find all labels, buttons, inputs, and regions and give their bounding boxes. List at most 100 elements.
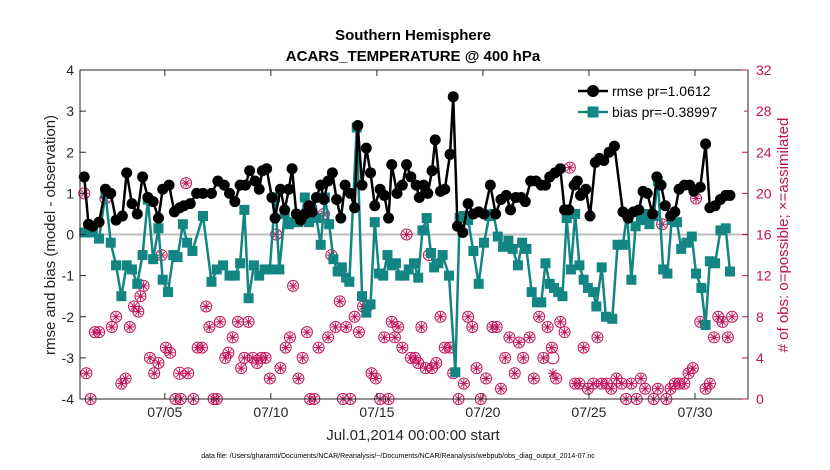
- rmse-point: [669, 206, 681, 218]
- rmse-point: [490, 208, 502, 220]
- rmse-point: [651, 171, 663, 183]
- obs-star-marker: [472, 363, 482, 373]
- obs-possible-marker: [494, 382, 507, 395]
- bias-point: [157, 274, 168, 285]
- obs-possible-marker: [508, 367, 521, 380]
- rmse-point: [239, 179, 251, 191]
- obs-possible-marker: [466, 321, 479, 334]
- bias-point: [503, 235, 514, 246]
- obs-star-marker: [606, 384, 616, 394]
- bias-point: [425, 248, 436, 259]
- obs-star-marker: [149, 368, 159, 378]
- rmse-point: [500, 189, 512, 201]
- obs-star-marker: [298, 353, 308, 363]
- obs-star-marker: [111, 312, 121, 322]
- rmse-point: [339, 179, 351, 191]
- bias-point: [686, 231, 697, 242]
- obs-star-marker: [133, 307, 143, 317]
- obs-star-marker: [341, 322, 351, 332]
- y2-tick-label: 32: [756, 62, 772, 78]
- bias-point: [172, 252, 183, 263]
- bias-point: [540, 258, 551, 269]
- obs-star-marker: [197, 343, 207, 353]
- obs-possible-marker: [287, 279, 300, 292]
- obs-possible-marker: [152, 357, 165, 370]
- bias-point: [390, 258, 401, 269]
- obs-star-marker: [705, 379, 715, 389]
- obs-possible-marker: [164, 346, 177, 359]
- obs-star-marker: [331, 322, 341, 332]
- obs-star-marker: [436, 312, 446, 322]
- obs-star-marker: [727, 312, 737, 322]
- footer-data-file: data file: /Users/gharamti/Documents/NCA…: [201, 453, 595, 460]
- obs-possible-marker: [605, 382, 618, 395]
- obs-star-marker: [427, 363, 437, 373]
- y2-tick-label: 16: [756, 227, 772, 243]
- bias-point: [417, 225, 428, 236]
- rmse-point: [218, 179, 230, 191]
- obs-possible-marker: [554, 315, 567, 328]
- bias-point: [681, 237, 692, 248]
- obs-possible-marker: [279, 341, 292, 354]
- y-tick-label: -2: [62, 309, 75, 325]
- rmse-point: [554, 163, 566, 175]
- bias-point: [126, 264, 137, 275]
- legend: rmse pr=1.0612 bias pr=-0.38997: [572, 78, 744, 124]
- rmse-point: [429, 134, 441, 146]
- x-axis: 07/05 07/10 07/15 07/20 07/25 07/30: [147, 70, 713, 420]
- obs-possible-marker: [686, 362, 699, 375]
- rmse-point: [356, 179, 368, 191]
- bias-point: [409, 258, 419, 269]
- y-tick-label: -3: [62, 350, 75, 366]
- obs-possible-marker: [470, 362, 483, 375]
- obs-possible-marker: [333, 295, 346, 308]
- y2-tick-label: 28: [756, 103, 772, 119]
- obs-possible-marker: [392, 321, 405, 334]
- bias-point: [132, 278, 143, 289]
- obs-possible-marker: [541, 321, 554, 334]
- obs-star-marker: [402, 230, 412, 239]
- obs-star-marker: [504, 332, 514, 342]
- obs-star-marker: [529, 373, 539, 383]
- obs-star-marker: [390, 332, 400, 342]
- obs-star-marker: [459, 379, 469, 389]
- obs-star-marker: [416, 322, 426, 332]
- obs-star-marker: [181, 178, 191, 188]
- obs-possible-marker: [180, 177, 193, 190]
- obs-possible-marker: [242, 315, 255, 328]
- bias-point: [182, 237, 193, 248]
- rmse-point: [269, 212, 281, 224]
- x-tick-label: 07/10: [253, 404, 288, 420]
- obs-star-marker: [107, 322, 117, 332]
- bias-point: [715, 225, 726, 236]
- bias-point: [600, 311, 611, 322]
- obs-possible-marker: [263, 372, 276, 385]
- rmse-point: [383, 212, 395, 224]
- rmse-point: [116, 210, 128, 222]
- obs-star-marker: [265, 373, 275, 383]
- rmse-point: [700, 138, 712, 150]
- bias-point: [254, 270, 265, 281]
- bias-point: [512, 260, 523, 271]
- y2-tick-label: 20: [756, 185, 772, 201]
- rmse-point: [647, 208, 659, 220]
- bias-point: [344, 276, 355, 287]
- bias-point: [235, 258, 246, 269]
- obs-possible-marker: [400, 228, 413, 241]
- y2-tick-label: 0: [756, 391, 764, 407]
- rmse-point: [447, 91, 459, 103]
- bias-point: [311, 213, 322, 224]
- obs-star-marker: [547, 368, 558, 379]
- bias-point: [324, 219, 335, 230]
- bias-point: [591, 301, 602, 312]
- bias-point: [557, 291, 568, 302]
- obs-star-marker: [713, 312, 723, 322]
- bias-point: [507, 243, 518, 254]
- rmse-point: [205, 187, 217, 199]
- chart-title-line2: ACARS_TEMPERATURE @ 400 hPa: [286, 48, 541, 65]
- obs-star-marker: [248, 353, 258, 363]
- rmse-point: [229, 196, 241, 208]
- legend-rmse-label: rmse pr=1.0612: [612, 83, 711, 99]
- obs-star-marker: [617, 379, 627, 389]
- bias-point: [640, 208, 651, 219]
